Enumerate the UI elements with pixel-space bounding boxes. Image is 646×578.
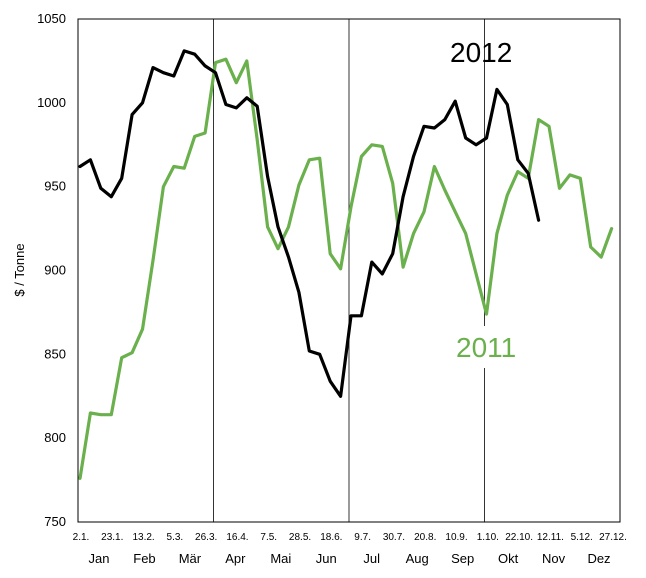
month-label: Dez (587, 551, 610, 566)
annotation-2011-background (450, 326, 528, 368)
x-tick-label: 10.9. (445, 532, 467, 543)
x-tick-label: 13.2. (132, 532, 154, 543)
annotation-2011: 2011 (456, 332, 516, 363)
x-tick-label: 16.4. (226, 532, 248, 543)
x-tick-label: 28.5. (289, 532, 311, 543)
series-line-2011 (78, 57, 614, 480)
y-tick-label: 850 (44, 346, 66, 361)
vertical-gridlines (213, 19, 485, 522)
x-tick-label: 23.1. (101, 532, 123, 543)
month-label: Mär (179, 551, 202, 566)
month-label: Mai (270, 551, 291, 566)
series-line-2012 (78, 49, 541, 398)
x-tick-label: 1.10. (477, 532, 499, 543)
x-tick-label: 5.12. (571, 532, 593, 543)
y-tick-label: 900 (44, 263, 66, 278)
month-label: Apr (225, 551, 246, 566)
y-tick-label: 1050 (37, 11, 66, 26)
month-label: Jul (363, 551, 380, 566)
y-tick-label: 750 (44, 514, 66, 529)
x-tick-label: 5.3. (167, 532, 184, 543)
month-label: Okt (498, 551, 519, 566)
x-axis-month-labels: Jan Feb Mär Apr Mai Jun Jul Aug Sep Okt Nov Dez (89, 551, 611, 566)
y-tick-label: 950 (44, 179, 66, 194)
y-tick-label: 800 (44, 430, 66, 445)
x-tick-label: 9.7. (354, 532, 371, 543)
x-tick-label: 12.11. (537, 532, 564, 543)
x-tick-label: 26.3. (195, 532, 217, 543)
x-tick-label: 22.10. (505, 532, 533, 543)
x-tick-label: 18.6. (320, 532, 342, 543)
month-label: Jan (89, 551, 110, 566)
month-label: Feb (133, 551, 155, 566)
y-tick-label: 1000 (37, 95, 66, 110)
month-label: Sep (451, 551, 474, 566)
x-tick-label: 7.5. (260, 532, 277, 543)
x-tick-label: 20.8. (414, 532, 436, 543)
x-axis-date-ticks: 2.1. 23.1. 13.2. 5.3. 26.3. 16.4. 7.5. 28.5. 18.… (73, 532, 627, 543)
month-label: Nov (542, 551, 566, 566)
x-tick-label: 2.1. (73, 532, 90, 543)
x-tick-label: 27.12. (599, 532, 627, 543)
x-tick-label: 30.7. (383, 532, 405, 543)
month-label: Aug (406, 551, 429, 566)
series-lines (78, 49, 614, 480)
y-axis-label: $ / Tonne (12, 243, 27, 296)
month-label: Jun (316, 551, 337, 566)
annotation-2012: 2012 (450, 37, 512, 68)
y-axis-ticks: 750 800 850 900 950 1000 1050 (37, 11, 66, 529)
